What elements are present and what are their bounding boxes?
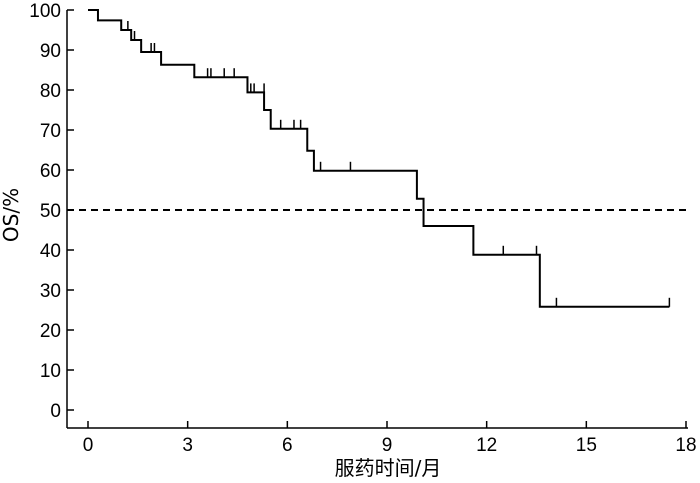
y-tick-label: 10: [40, 361, 61, 382]
x-tick-label: 6: [282, 435, 293, 456]
x-axis-title: 服药时间/月: [335, 456, 442, 480]
axes: [66, 10, 688, 429]
y-tick-label: 90: [40, 41, 61, 62]
y-tick-label: 80: [40, 81, 61, 102]
y-tick-label: 40: [40, 241, 61, 262]
survival-curve: [88, 9, 670, 308]
censor-marks: [127, 21, 671, 307]
x-tick-label: 18: [675, 435, 696, 456]
x-tick-label: 15: [576, 435, 597, 456]
y-tick-label: 0: [50, 401, 61, 422]
y-ticks: 0 10 20 30 40 50 60 70 80 90 100: [29, 1, 74, 422]
x-tick-label: 9: [382, 435, 393, 456]
y-tick-label: 60: [40, 161, 61, 182]
y-tick-label: 50: [40, 201, 61, 222]
x-tick-label: 12: [476, 435, 497, 456]
y-tick-label: 100: [29, 1, 61, 22]
x-tick-label: 3: [182, 435, 193, 456]
y-tick-label: 30: [40, 281, 61, 302]
x-tick-label: 0: [83, 435, 94, 456]
y-tick-label: 20: [40, 321, 61, 342]
y-tick-label: 70: [40, 121, 61, 142]
x-ticks: 0 3 6 9 12 15 18: [83, 421, 697, 456]
y-axis-title: OS/%: [0, 188, 23, 242]
